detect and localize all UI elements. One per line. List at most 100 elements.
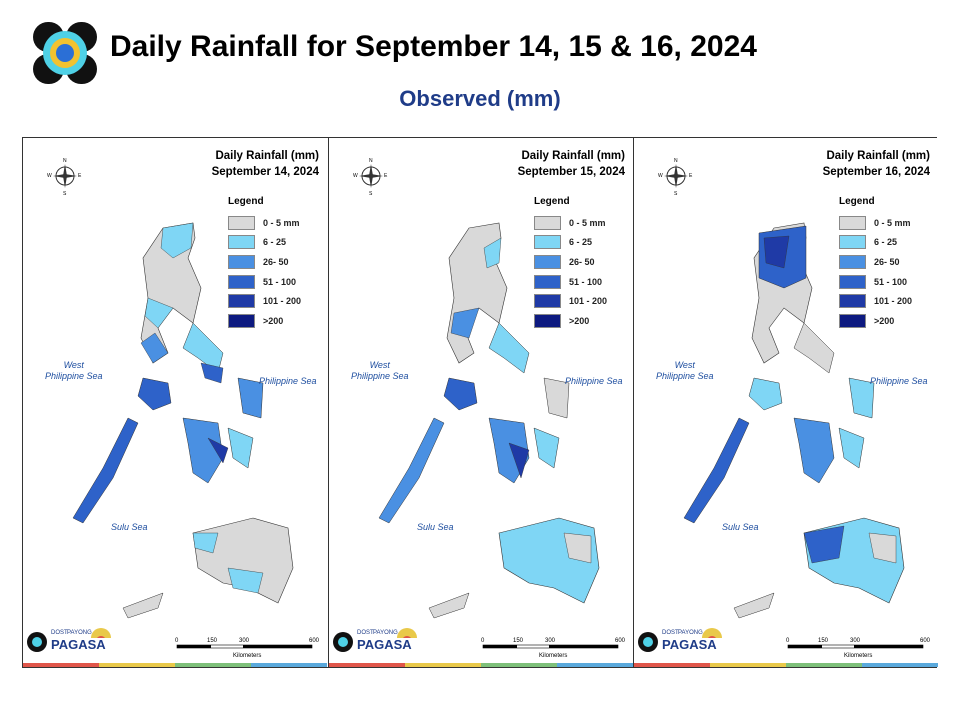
svg-text:W: W — [353, 173, 358, 179]
philippines-map — [72, 222, 294, 619]
map-title-line1: Daily Rainfall (mm) — [826, 150, 930, 162]
legend-item: 0 - 5 mm — [839, 213, 912, 233]
map-panel-sep16: N S E W Daily Rainfall (mm) September 16… — [633, 138, 938, 667]
svg-text:600: 600 — [920, 638, 931, 644]
svg-text:0: 0 — [481, 638, 485, 644]
legend-title: Legend — [228, 196, 264, 207]
svg-text:Kilometers: Kilometers — [844, 653, 872, 659]
legend-item: 51 - 100 — [228, 272, 301, 292]
scale-bar: 0 150 300 600 Kilometers — [786, 638, 931, 659]
map-date: September 16, 2024 — [822, 166, 930, 178]
compass-rose-icon: N S E W — [353, 158, 388, 196]
legend-item: 26- 50 — [839, 252, 912, 272]
svg-text:DOST: DOST — [357, 630, 374, 636]
compass-rose-icon: N S E W — [658, 158, 693, 196]
legend: Legend 0 - 5 mm 6 - 25 26- 50 51 - 100 1… — [534, 196, 607, 331]
compass-s-label: S — [63, 191, 67, 196]
philippine-sea-label: Philippine Sea — [259, 376, 317, 386]
color-strip — [329, 663, 633, 667]
svg-text:300: 300 — [545, 638, 556, 644]
svg-text:300: 300 — [850, 638, 861, 644]
philippines-map — [683, 222, 905, 619]
page-subtitle: Observed (mm) — [399, 86, 561, 111]
pagasa-logo: DOST PAYONG PAGASA — [638, 628, 722, 652]
svg-text:150: 150 — [207, 638, 218, 644]
map-panel-sep14: N S E W Daily Rainfall (mm) September 14… — [23, 138, 327, 667]
map-title: Daily Rainfall (mm) September 14, 2024 — [212, 148, 319, 180]
legend-item: 101 - 200 — [534, 291, 607, 311]
svg-text:150: 150 — [818, 638, 829, 644]
legend-item: >200 — [534, 311, 607, 331]
scale-unit: Kilometers — [233, 653, 261, 659]
legend-item: 51 - 100 — [534, 272, 607, 292]
philippine-sea-label: Philippine Sea — [870, 376, 928, 386]
svg-text:0: 0 — [786, 638, 790, 644]
pagasa-logo: DOST PAYONG PAGASA — [27, 628, 111, 652]
legend-item: 51 - 100 — [839, 272, 912, 292]
svg-text:S: S — [674, 191, 678, 196]
svg-text:PAYONG: PAYONG — [678, 630, 703, 636]
pagasa-seal-logo — [33, 22, 97, 84]
sulu-sea-label: Sulu Sea — [722, 522, 759, 532]
legend-item: 0 - 5 mm — [228, 213, 301, 233]
legend-swatch — [228, 235, 255, 250]
west-philippine-sea-label: West Philippine Sea — [45, 360, 103, 381]
legend: Legend 0 - 5 mm 6 - 25 26- 50 51 - 100 1… — [228, 196, 301, 331]
compass-e-label: E — [78, 173, 82, 179]
legend-item: 101 - 200 — [839, 291, 912, 311]
svg-text:N: N — [674, 158, 678, 164]
svg-text:PAYONG: PAYONG — [373, 630, 398, 636]
map-date: September 15, 2024 — [517, 166, 625, 178]
philippine-sea-label: Philippine Sea — [565, 376, 623, 386]
svg-text:0: 0 — [175, 638, 179, 644]
color-strip — [634, 663, 938, 667]
svg-text:E: E — [689, 173, 693, 179]
legend-item: 6 - 25 — [228, 233, 301, 253]
legend-swatch — [228, 254, 255, 269]
map-date: September 14, 2024 — [211, 166, 319, 178]
legend-swatch — [228, 215, 255, 230]
svg-text:N: N — [369, 158, 373, 164]
dost-tag: DOST — [51, 630, 68, 636]
pagasa-logo: DOST PAYONG PAGASA — [333, 628, 417, 652]
svg-text:Kilometers: Kilometers — [539, 653, 567, 659]
svg-text:150: 150 — [513, 638, 524, 644]
west-philippine-sea-label: West Philippine Sea — [351, 360, 409, 381]
scale-bar: 0 150 300 600 Kilometers — [175, 638, 320, 659]
map-panels: N S E W Daily Rainfall (mm) September 14… — [22, 137, 938, 668]
svg-text:PAGASA: PAGASA — [662, 637, 717, 652]
legend-item: >200 — [839, 311, 912, 331]
pagasa-wordmark: PAGASA — [51, 637, 106, 652]
svg-text:300: 300 — [239, 638, 250, 644]
svg-text:S: S — [369, 191, 373, 196]
svg-text:PAGASA: PAGASA — [357, 637, 412, 652]
sulu-sea-label: Sulu Sea — [111, 522, 148, 532]
legend-item: >200 — [228, 311, 301, 331]
legend: Legend 0 - 5 mm 6 - 25 26- 50 51 - 100 1… — [839, 196, 912, 331]
legend-swatch — [228, 313, 255, 328]
map-title-line1: Daily Rainfall (mm) — [521, 150, 625, 162]
svg-text:E: E — [384, 173, 388, 179]
legend-item: 26- 50 — [228, 252, 301, 272]
svg-text:600: 600 — [309, 638, 320, 644]
legend-item: 6 - 25 — [839, 233, 912, 253]
legend-item: 6 - 25 — [534, 233, 607, 253]
map-title: Daily Rainfall (mm) September 16, 2024 — [823, 148, 930, 180]
map-panel-sep15: N S E W Daily Rainfall (mm) September 15… — [328, 138, 633, 667]
philippines-map — [378, 222, 600, 619]
legend-item: 101 - 200 — [228, 291, 301, 311]
payong-tag: PAYONG — [67, 630, 92, 636]
legend-swatch — [228, 294, 255, 309]
svg-text:600: 600 — [615, 638, 626, 644]
color-strip — [23, 663, 327, 667]
map-title: Daily Rainfall (mm) September 15, 2024 — [518, 148, 625, 180]
map-title-line1: Daily Rainfall (mm) — [215, 150, 319, 162]
legend-item: 26- 50 — [534, 252, 607, 272]
legend-swatch — [228, 274, 255, 289]
legend-item: 0 - 5 mm — [534, 213, 607, 233]
west-philippine-sea-label: West Philippine Sea — [656, 360, 714, 381]
sulu-sea-label: Sulu Sea — [417, 522, 454, 532]
compass-w-label: W — [47, 173, 52, 179]
svg-text:W: W — [658, 173, 663, 179]
page-title: Daily Rainfall for September 14, 15 & 16… — [110, 30, 757, 63]
